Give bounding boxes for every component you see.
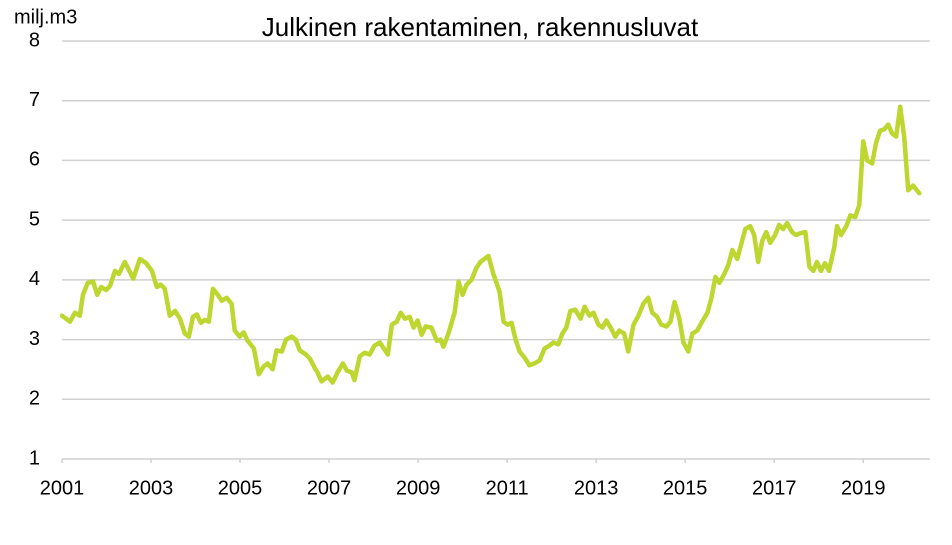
- x-tick-label: 2019: [841, 477, 886, 499]
- x-tick-label: 2013: [574, 477, 619, 499]
- x-tick-label: 2009: [396, 477, 441, 499]
- x-tick-label: 2001: [40, 477, 85, 499]
- x-tick-label: 2015: [663, 477, 708, 499]
- y-tick-label: 2: [29, 388, 40, 410]
- y-tick-label: 3: [29, 328, 40, 350]
- x-tick-label: 2005: [218, 477, 263, 499]
- y-tick-label: 8: [29, 29, 40, 51]
- y-tick-label: 1: [29, 447, 40, 469]
- data-line: [59, 104, 922, 385]
- x-tick-label: 2011: [486, 477, 529, 499]
- y-tick-label: 4: [29, 268, 40, 290]
- y-tick-label: 7: [29, 89, 40, 111]
- chart-title: Julkinen rakentaminen, rakennusluvat: [262, 12, 699, 42]
- x-tick-label: 2007: [307, 477, 352, 499]
- y-axis-label: milj.m3: [14, 6, 77, 28]
- y-tick-label: 6: [29, 149, 40, 171]
- x-tick-label: 2017: [752, 477, 797, 499]
- x-tick-label: 2003: [129, 477, 174, 499]
- y-tick-label: 5: [29, 208, 40, 230]
